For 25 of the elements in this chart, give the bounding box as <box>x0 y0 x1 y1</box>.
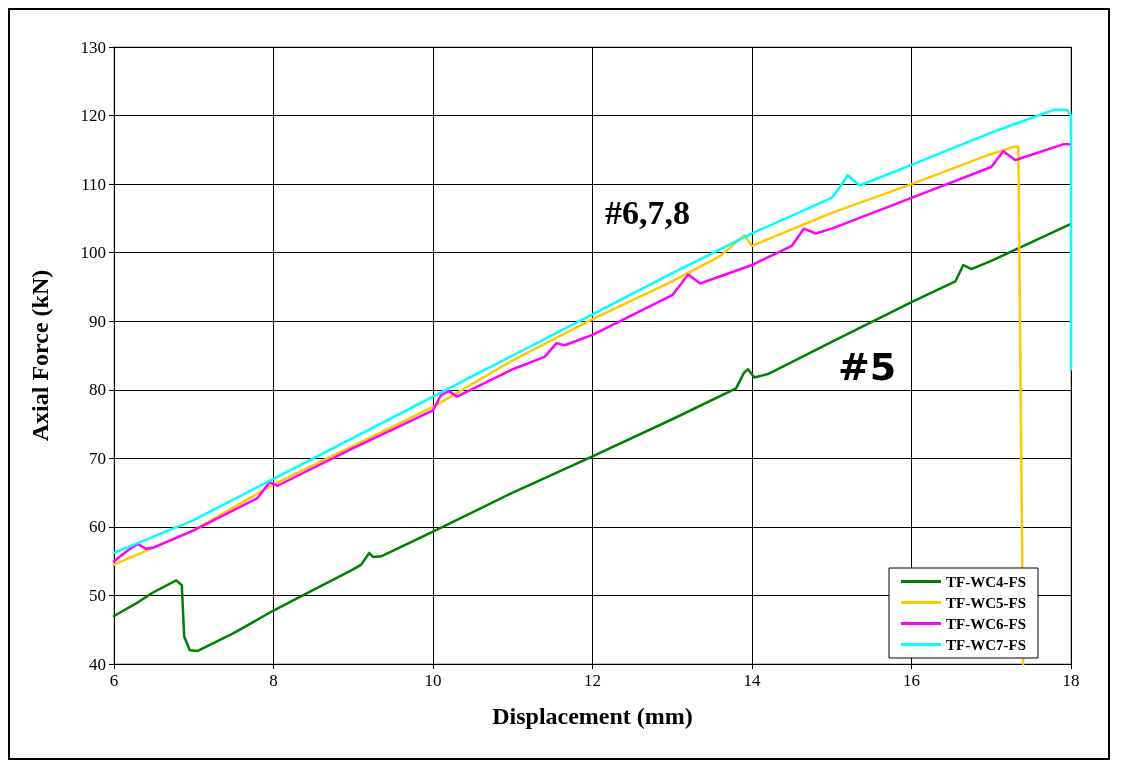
y-tick-label: 80 <box>89 380 106 400</box>
legend-label: TF-WC7-FS <box>946 636 1026 653</box>
x-tick-label: 14 <box>743 671 761 690</box>
y-tick-label: 70 <box>89 448 106 468</box>
y-tick-label: 60 <box>89 517 106 537</box>
y-tick-label: 50 <box>89 585 106 605</box>
y-tick-label: 120 <box>80 106 106 126</box>
x-axis-title: Displacement (mm) <box>492 703 693 729</box>
y-axis-title: Axial Force (kN) <box>27 269 53 442</box>
x-tick-label: 12 <box>584 671 601 690</box>
y-tick-label: 110 <box>81 174 106 194</box>
x-tick-label: 6 <box>109 671 119 690</box>
x-tick-label: 8 <box>269 671 278 690</box>
legend-label: TF-WC5-FS <box>946 594 1026 611</box>
x-tick-label: 16 <box>903 671 920 690</box>
x-tick-label: 10 <box>424 671 442 690</box>
y-tick-label: 90 <box>89 311 106 331</box>
legend-label: TF-WC6-FS <box>946 615 1026 632</box>
y-tick-label: 130 <box>80 37 106 57</box>
annotation: #5 <box>838 345 897 389</box>
y-tick-label: 40 <box>89 654 106 674</box>
y-tick-label: 100 <box>80 243 106 263</box>
legend-label: TF-WC4-FS <box>946 573 1026 590</box>
x-tick-label: 18 <box>1062 671 1080 690</box>
annotation: #6,7,8 <box>605 193 690 231</box>
